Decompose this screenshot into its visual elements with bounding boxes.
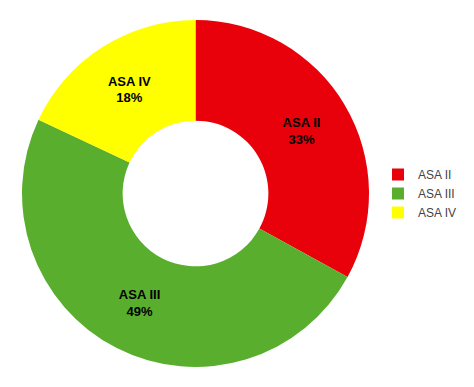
svg-text:ASA III: ASA III — [418, 187, 455, 201]
svg-text:ASA IV: ASA IV — [418, 206, 456, 220]
svg-text:ASA IV18%: ASA IV18% — [108, 74, 151, 106]
svg-text:ASA II: ASA II — [418, 168, 451, 182]
svg-text:ASA III49%: ASA III49% — [119, 287, 160, 319]
svg-text:ASA II33%: ASA II33% — [283, 115, 321, 147]
